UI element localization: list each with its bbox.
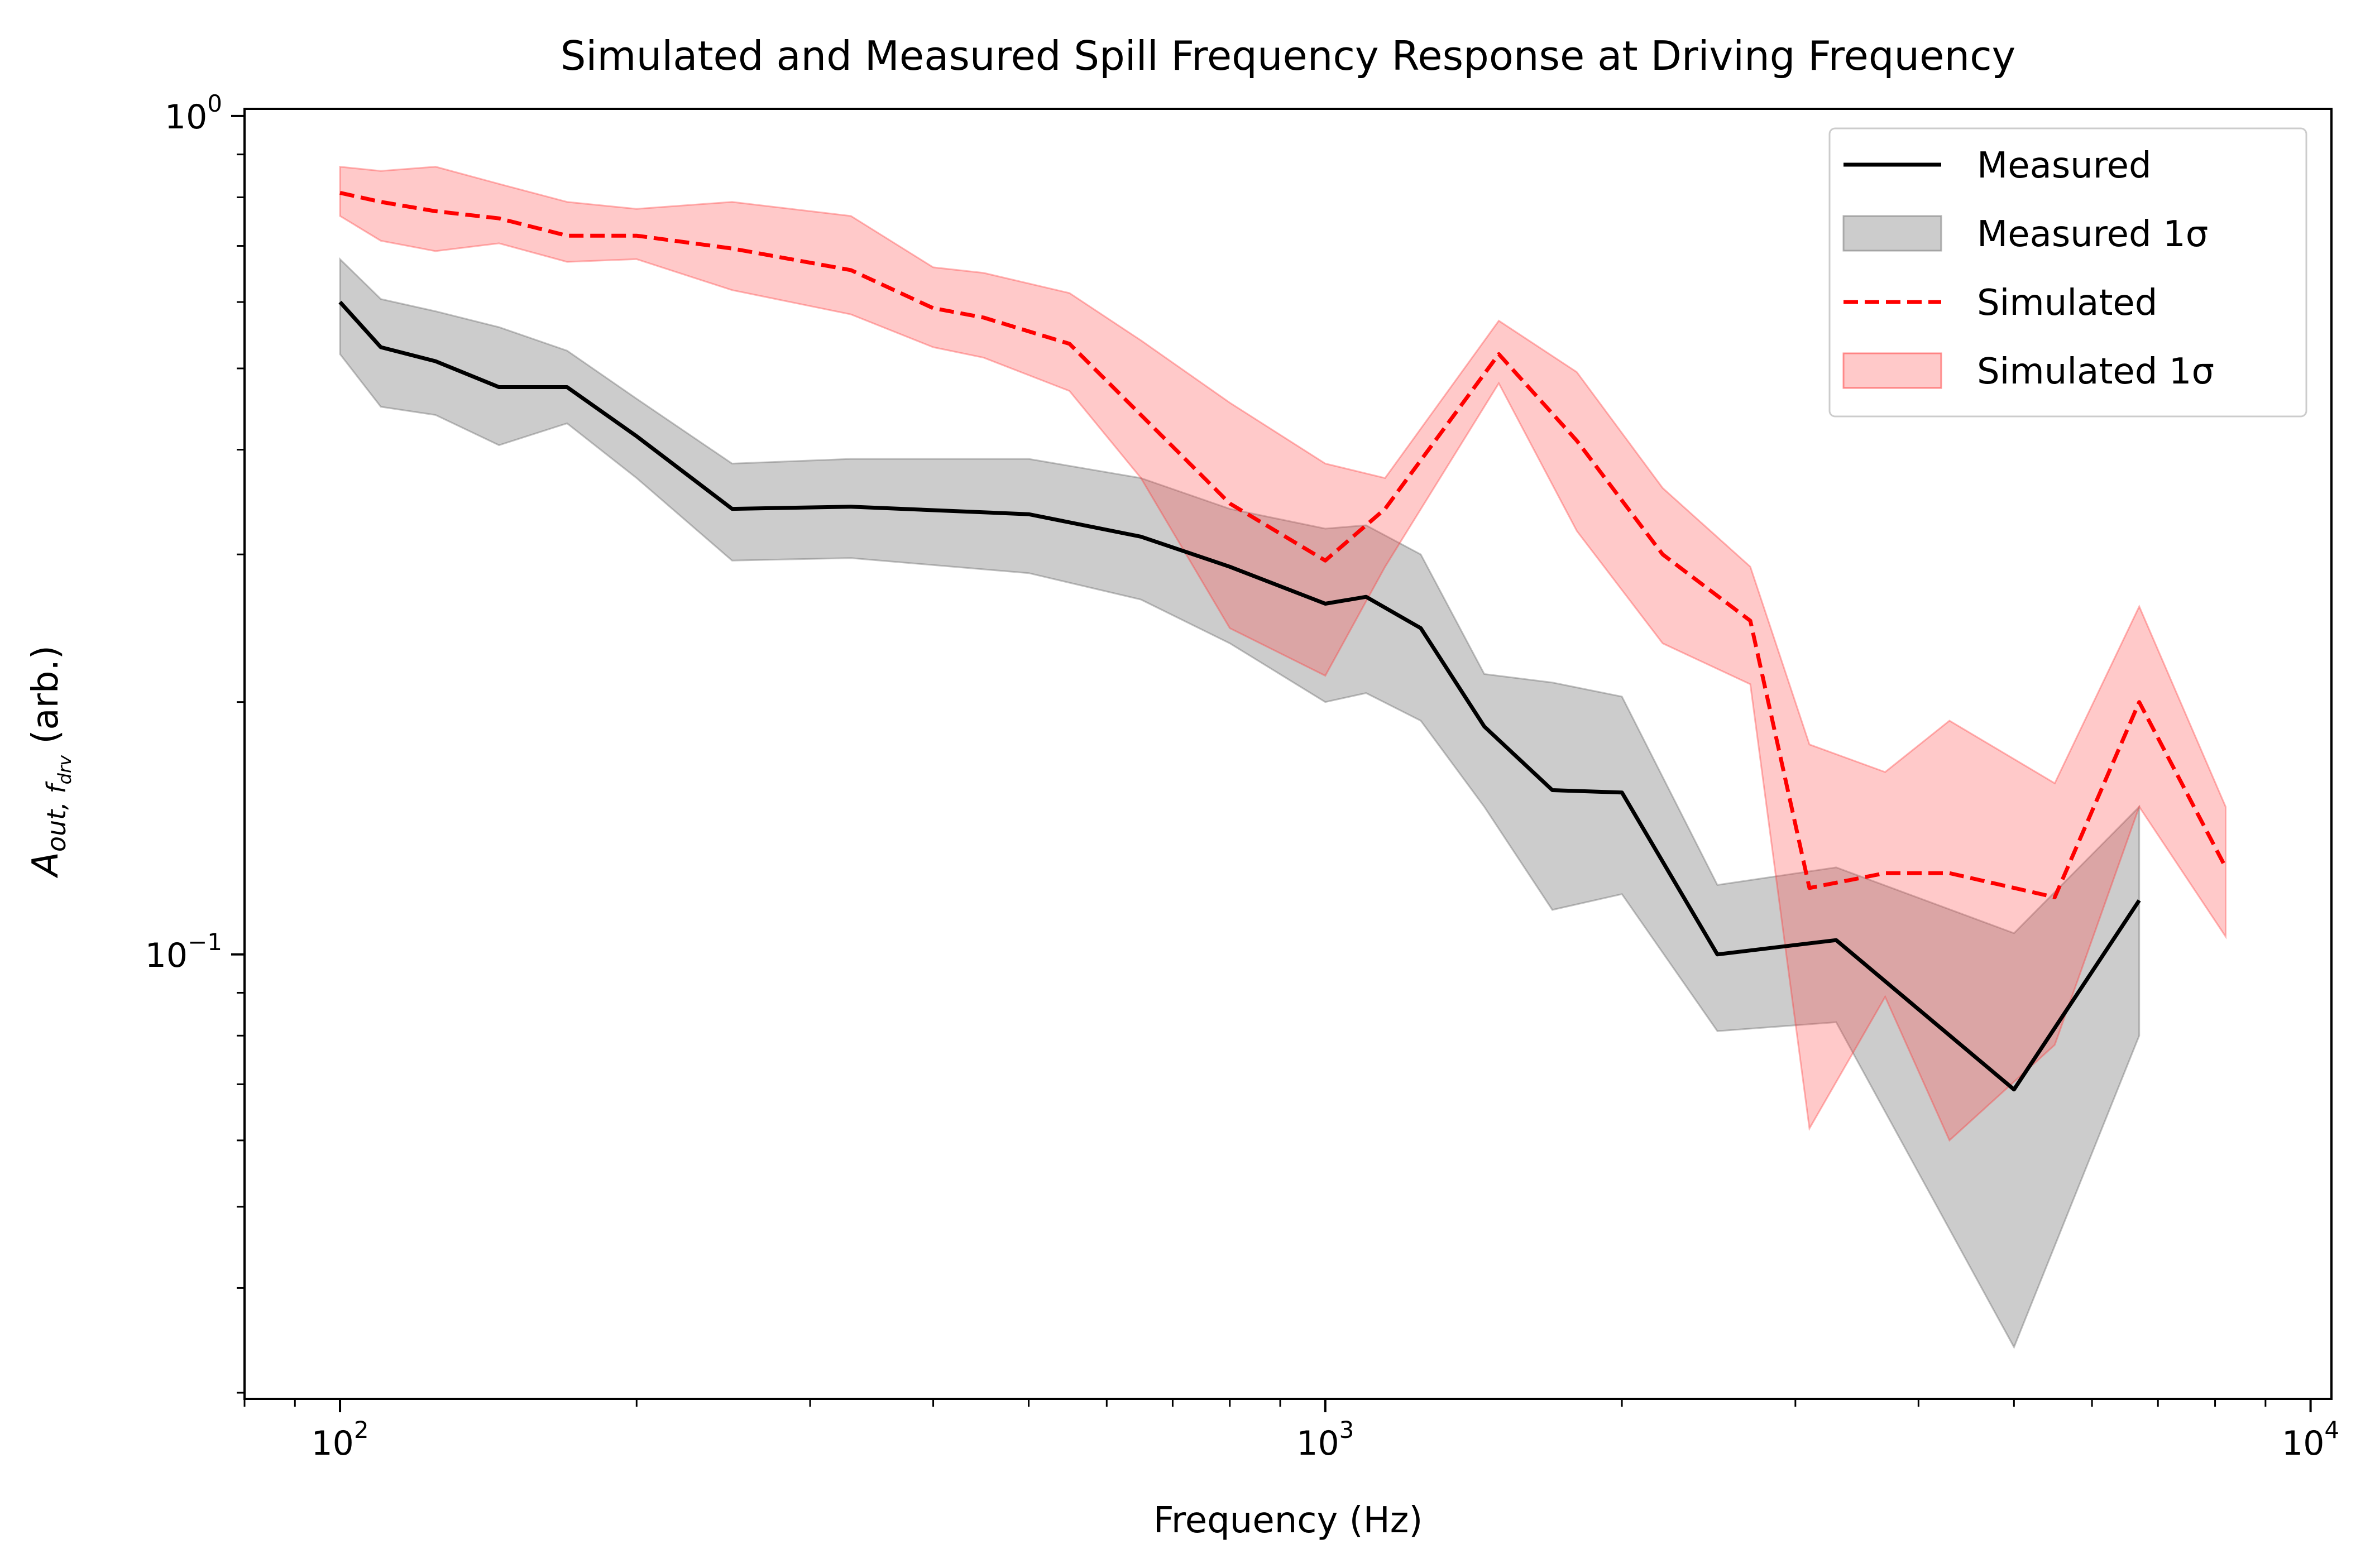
x-tick-label: 104 <box>2282 1416 2339 1463</box>
series-line-simulated <box>339 190 2228 899</box>
series-lines <box>338 190 2228 1092</box>
legend-label: Simulated <box>1977 282 2157 324</box>
legend-simulated-1--handle <box>1842 352 1942 389</box>
y-tick-label: 10−1 <box>145 928 222 975</box>
legend-label: Measured <box>1977 145 2152 186</box>
band-measured-1sigma <box>339 257 2141 1349</box>
plot-frame <box>243 108 2333 1400</box>
chart-title: Simulated and Measured Spill Frequency R… <box>561 32 2016 79</box>
series-line-measured <box>338 300 2141 1092</box>
y-axis-label: Aout, fdrv (arb.) <box>25 645 75 879</box>
legend: Measured Measured 1σ Simulated Simulated 1σ <box>1828 127 2307 418</box>
y-tick-label: 100 <box>165 90 222 137</box>
band-simulated-1sigma <box>339 166 2226 1142</box>
y-axis-ticks <box>231 114 245 1394</box>
legend-label: Measured 1σ <box>1977 214 2208 255</box>
x-axis-label: Frequency (Hz) <box>1153 1500 1423 1541</box>
x-tick-label: 103 <box>1296 1416 1354 1463</box>
y-tick-labels: 10−1 100 <box>145 90 222 975</box>
legend-measured-1--handle <box>1842 215 1942 252</box>
x-tick-label: 102 <box>311 1416 368 1463</box>
x-axis-ticks <box>243 1399 2312 1412</box>
x-tick-labels: 102 103 104 <box>311 1416 2339 1463</box>
legend-box <box>1828 127 2307 418</box>
legend-label: Simulated 1σ <box>1977 351 2214 392</box>
confidence-bands <box>339 166 2226 1349</box>
